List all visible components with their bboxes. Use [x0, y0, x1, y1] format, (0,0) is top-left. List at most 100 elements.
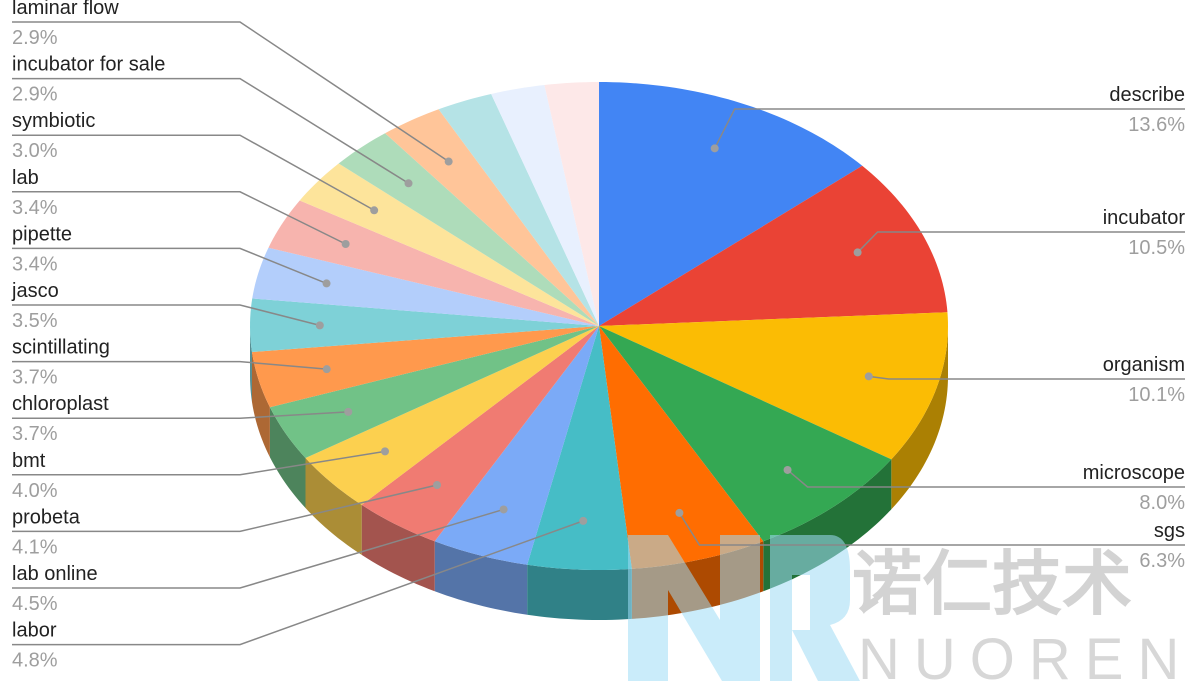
- leader-line: [787, 469, 1185, 488]
- slice: [269, 326, 599, 459]
- slice: [434, 326, 599, 565]
- slice-side: [527, 564, 632, 620]
- leader-line: [12, 360, 327, 370]
- slice: [299, 163, 599, 326]
- slice: [252, 247, 599, 326]
- label-value: 4.5%: [12, 593, 58, 615]
- slice: [544, 82, 599, 326]
- label-name: labor: [12, 620, 57, 642]
- slice: [305, 326, 599, 505]
- leader-line: [678, 512, 1185, 546]
- label-value: 4.8%: [12, 650, 58, 672]
- label-value: 3.7%: [12, 367, 58, 389]
- slice: [385, 109, 599, 326]
- label-value: 3.7%: [12, 423, 58, 445]
- leader-line: [12, 304, 320, 327]
- watermark-name: 诺仁技术: [852, 545, 1132, 623]
- leader-dot: [444, 157, 453, 166]
- leader-dot: [499, 505, 508, 514]
- leader-line: [12, 134, 375, 211]
- label-name: microscope: [1083, 462, 1185, 484]
- slice: [250, 298, 600, 353]
- watermark: 诺仁技术 NUOREN: [628, 535, 1190, 686]
- leader-dot: [433, 480, 442, 489]
- slice-side: [250, 326, 252, 403]
- label-value: 3.4%: [12, 253, 58, 275]
- leader-dot: [783, 465, 792, 474]
- leader-line: [12, 484, 438, 533]
- leader-dot: [322, 279, 331, 288]
- label-value: 4.1%: [12, 536, 58, 558]
- leader-dot: [404, 179, 413, 188]
- slice: [527, 326, 632, 570]
- slice: [361, 326, 599, 542]
- label-name: sgs: [1154, 520, 1185, 542]
- label-name: bmt: [12, 450, 46, 472]
- label-name: laminar flow: [12, 0, 119, 19]
- label-value: 8.0%: [1139, 492, 1185, 514]
- leader-dot: [322, 365, 331, 374]
- leader-dot: [853, 248, 862, 257]
- label-name: symbiotic: [12, 110, 95, 132]
- label-value: 10.5%: [1128, 237, 1185, 259]
- leader-dot: [341, 239, 350, 248]
- leader-line: [12, 21, 450, 163]
- slice-side: [251, 352, 270, 458]
- slice: [599, 82, 863, 326]
- label-value: 2.9%: [12, 84, 58, 106]
- label-name: pipette: [12, 223, 72, 245]
- slice-side: [434, 541, 528, 615]
- leader-line: [12, 411, 349, 419]
- label-name: incubator: [1103, 207, 1186, 229]
- slice-side: [891, 326, 948, 510]
- leader-dot: [380, 447, 389, 456]
- leader-line: [857, 231, 1185, 253]
- leader-dot: [864, 372, 873, 381]
- watermark-brand: NUOREN: [858, 627, 1190, 681]
- leader-dot: [675, 508, 684, 517]
- leader-line: [12, 450, 386, 476]
- leader-line: [868, 375, 1185, 380]
- label-name: lab: [12, 167, 39, 189]
- slice: [599, 312, 948, 460]
- leader-dot: [579, 516, 588, 525]
- leader-line: [12, 247, 327, 285]
- logo-r: [770, 535, 860, 681]
- logo-n: [628, 535, 760, 681]
- leader-dot: [370, 206, 379, 215]
- leader-dot: [344, 407, 353, 416]
- slice-side: [269, 407, 306, 509]
- leader-line: [12, 520, 584, 646]
- slice: [268, 200, 599, 326]
- leader-dot: [710, 144, 719, 153]
- label-name: scintillating: [12, 337, 110, 359]
- label-value: 3.5%: [12, 310, 58, 332]
- leader-line: [12, 508, 504, 589]
- slice: [338, 133, 599, 326]
- leader-line: [714, 108, 1185, 149]
- label-name: describe: [1109, 84, 1185, 106]
- label-value: 10.1%: [1128, 384, 1185, 406]
- label-value: 13.6%: [1128, 114, 1185, 136]
- leader-line: [12, 77, 409, 184]
- label-name: lab online: [12, 563, 98, 585]
- label-value: 3.0%: [12, 140, 58, 162]
- pie: [250, 82, 948, 620]
- slice: [438, 93, 599, 327]
- label-value: 3.4%: [12, 197, 58, 219]
- slice-side: [361, 504, 435, 592]
- label-value: 2.9%: [12, 27, 58, 49]
- label-name: organism: [1103, 354, 1185, 376]
- slice: [251, 326, 600, 408]
- slice: [599, 326, 764, 569]
- leader-line: [12, 191, 346, 245]
- slice-side: [305, 458, 362, 555]
- leader-dot: [315, 321, 324, 330]
- slice: [599, 165, 948, 326]
- label-name: chloroplast: [12, 393, 109, 415]
- label-value: 6.3%: [1139, 550, 1185, 572]
- label-name: probeta: [12, 506, 81, 528]
- labels: describe 13.6% incubator 10.5% organism 10.1%…: [11, 0, 1185, 672]
- slice: [491, 85, 599, 326]
